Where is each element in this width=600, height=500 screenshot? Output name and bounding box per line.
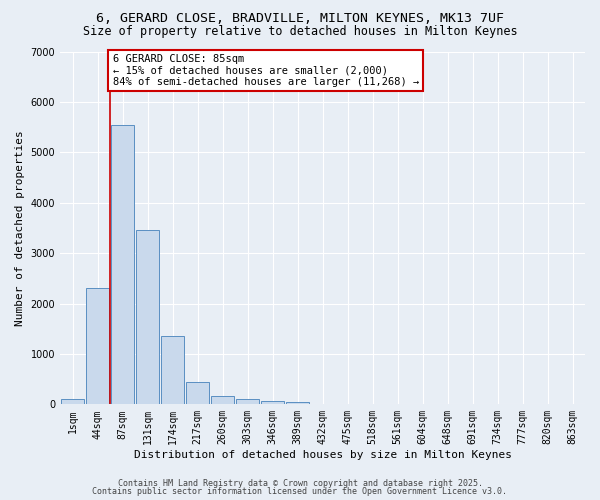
Bar [236, 400, 259, 404]
Bar [260, 400, 284, 404]
Y-axis label: Number of detached properties: Number of detached properties [15, 130, 25, 326]
Bar [286, 402, 310, 404]
Text: Contains public sector information licensed under the Open Government Licence v3: Contains public sector information licen… [92, 487, 508, 496]
Bar [211, 396, 235, 404]
Text: 6, GERARD CLOSE, BRADVILLE, MILTON KEYNES, MK13 7UF: 6, GERARD CLOSE, BRADVILLE, MILTON KEYNE… [96, 12, 504, 26]
Bar [61, 400, 85, 404]
Text: Contains HM Land Registry data © Crown copyright and database right 2025.: Contains HM Land Registry data © Crown c… [118, 478, 482, 488]
Bar [110, 124, 134, 404]
Bar [86, 288, 109, 405]
Bar [161, 336, 184, 404]
X-axis label: Distribution of detached houses by size in Milton Keynes: Distribution of detached houses by size … [134, 450, 512, 460]
Text: Size of property relative to detached houses in Milton Keynes: Size of property relative to detached ho… [83, 25, 517, 38]
Bar [185, 382, 209, 404]
Text: 6 GERARD CLOSE: 85sqm
← 15% of detached houses are smaller (2,000)
84% of semi-d: 6 GERARD CLOSE: 85sqm ← 15% of detached … [113, 54, 419, 87]
Bar [136, 230, 160, 404]
